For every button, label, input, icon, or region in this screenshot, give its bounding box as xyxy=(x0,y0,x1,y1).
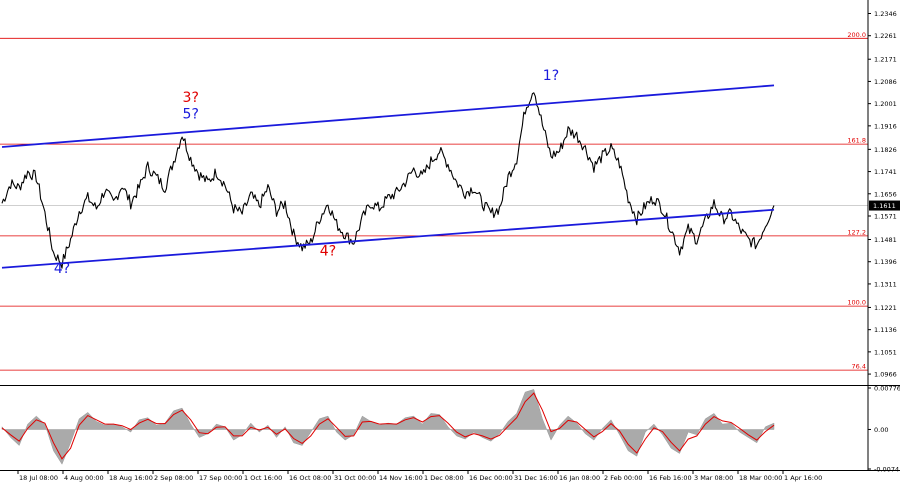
y-tick-label: 1.2346 xyxy=(874,10,897,18)
y-tick-label: 1.1481 xyxy=(874,236,897,244)
fib-level-label: 127.2 xyxy=(847,228,866,236)
y-tick-label: 1.1656 xyxy=(874,190,897,198)
y-tick-label: 1.1311 xyxy=(874,280,897,288)
y-tick-label: 1.1396 xyxy=(874,258,897,266)
x-tick-label: 1 Oct 16:00 xyxy=(244,474,282,482)
osc-y-tick-label: -0.0074 xyxy=(874,466,899,474)
x-tick-label: 16 Jan 08:00 xyxy=(559,474,600,482)
wave-label: 1? xyxy=(543,68,559,84)
x-tick-label: 2 Feb 00:00 xyxy=(604,474,643,482)
osc-y-tick-label: 0.00776 xyxy=(874,385,900,393)
x-tick-label: 16 Dec 00:00 xyxy=(469,474,513,482)
y-tick-label: 1.1916 xyxy=(874,122,897,130)
fib-level-label: 161.8 xyxy=(847,137,866,145)
x-tick-label: 14 Nov 16:00 xyxy=(379,474,423,482)
x-tick-label: 16 Feb 16:00 xyxy=(649,474,692,482)
wave-label: 4? xyxy=(320,243,336,259)
current-price-label: 1.1611 xyxy=(873,202,896,210)
fib-level-label: 100.0 xyxy=(847,299,866,307)
y-tick-label: 1.1571 xyxy=(874,212,897,220)
x-tick-label: 16 Oct 08:00 xyxy=(289,474,331,482)
x-tick-label: 4 Aug 00:00 xyxy=(64,474,104,482)
y-tick-label: 1.2171 xyxy=(874,56,897,64)
y-tick-label: 1.2086 xyxy=(874,78,897,86)
x-tick-label: 31 Oct 00:00 xyxy=(334,474,376,482)
fib-level-label: 76.4 xyxy=(852,363,866,371)
y-tick-label: 1.1826 xyxy=(874,146,897,154)
y-tick-label: 1.1136 xyxy=(874,326,897,334)
x-tick-label: 1 Apr 16:00 xyxy=(784,474,822,482)
osc-y-tick-label: 0.00 xyxy=(874,426,888,434)
x-tick-label: 18 Aug 16:00 xyxy=(109,474,153,482)
x-tick-label: 31 Dec 16:00 xyxy=(514,474,558,482)
x-tick-label: 3 Mar 08:00 xyxy=(694,474,733,482)
y-tick-label: 1.2001 xyxy=(874,100,897,108)
wave-label: 5? xyxy=(183,107,199,123)
x-tick-label: 17 Sep 00:00 xyxy=(199,474,242,482)
x-tick-label: 2 Sep 08:00 xyxy=(154,474,193,482)
y-tick-label: 1.1051 xyxy=(874,348,897,356)
y-tick-label: 1.2261 xyxy=(874,32,897,40)
y-tick-label: 1.1741 xyxy=(874,168,897,176)
fib-level-label: 200.0 xyxy=(847,31,866,39)
x-tick-label: 18 Mar 00:00 xyxy=(739,474,782,482)
x-tick-label: 18 Jul 08:00 xyxy=(19,474,58,482)
wave-label: 3? xyxy=(183,90,199,106)
x-tick-label: 1 Dec 08:00 xyxy=(424,474,464,482)
y-tick-label: 1.0966 xyxy=(874,371,897,379)
wave-label: 4? xyxy=(54,261,70,277)
y-tick-label: 1.1221 xyxy=(874,304,897,312)
